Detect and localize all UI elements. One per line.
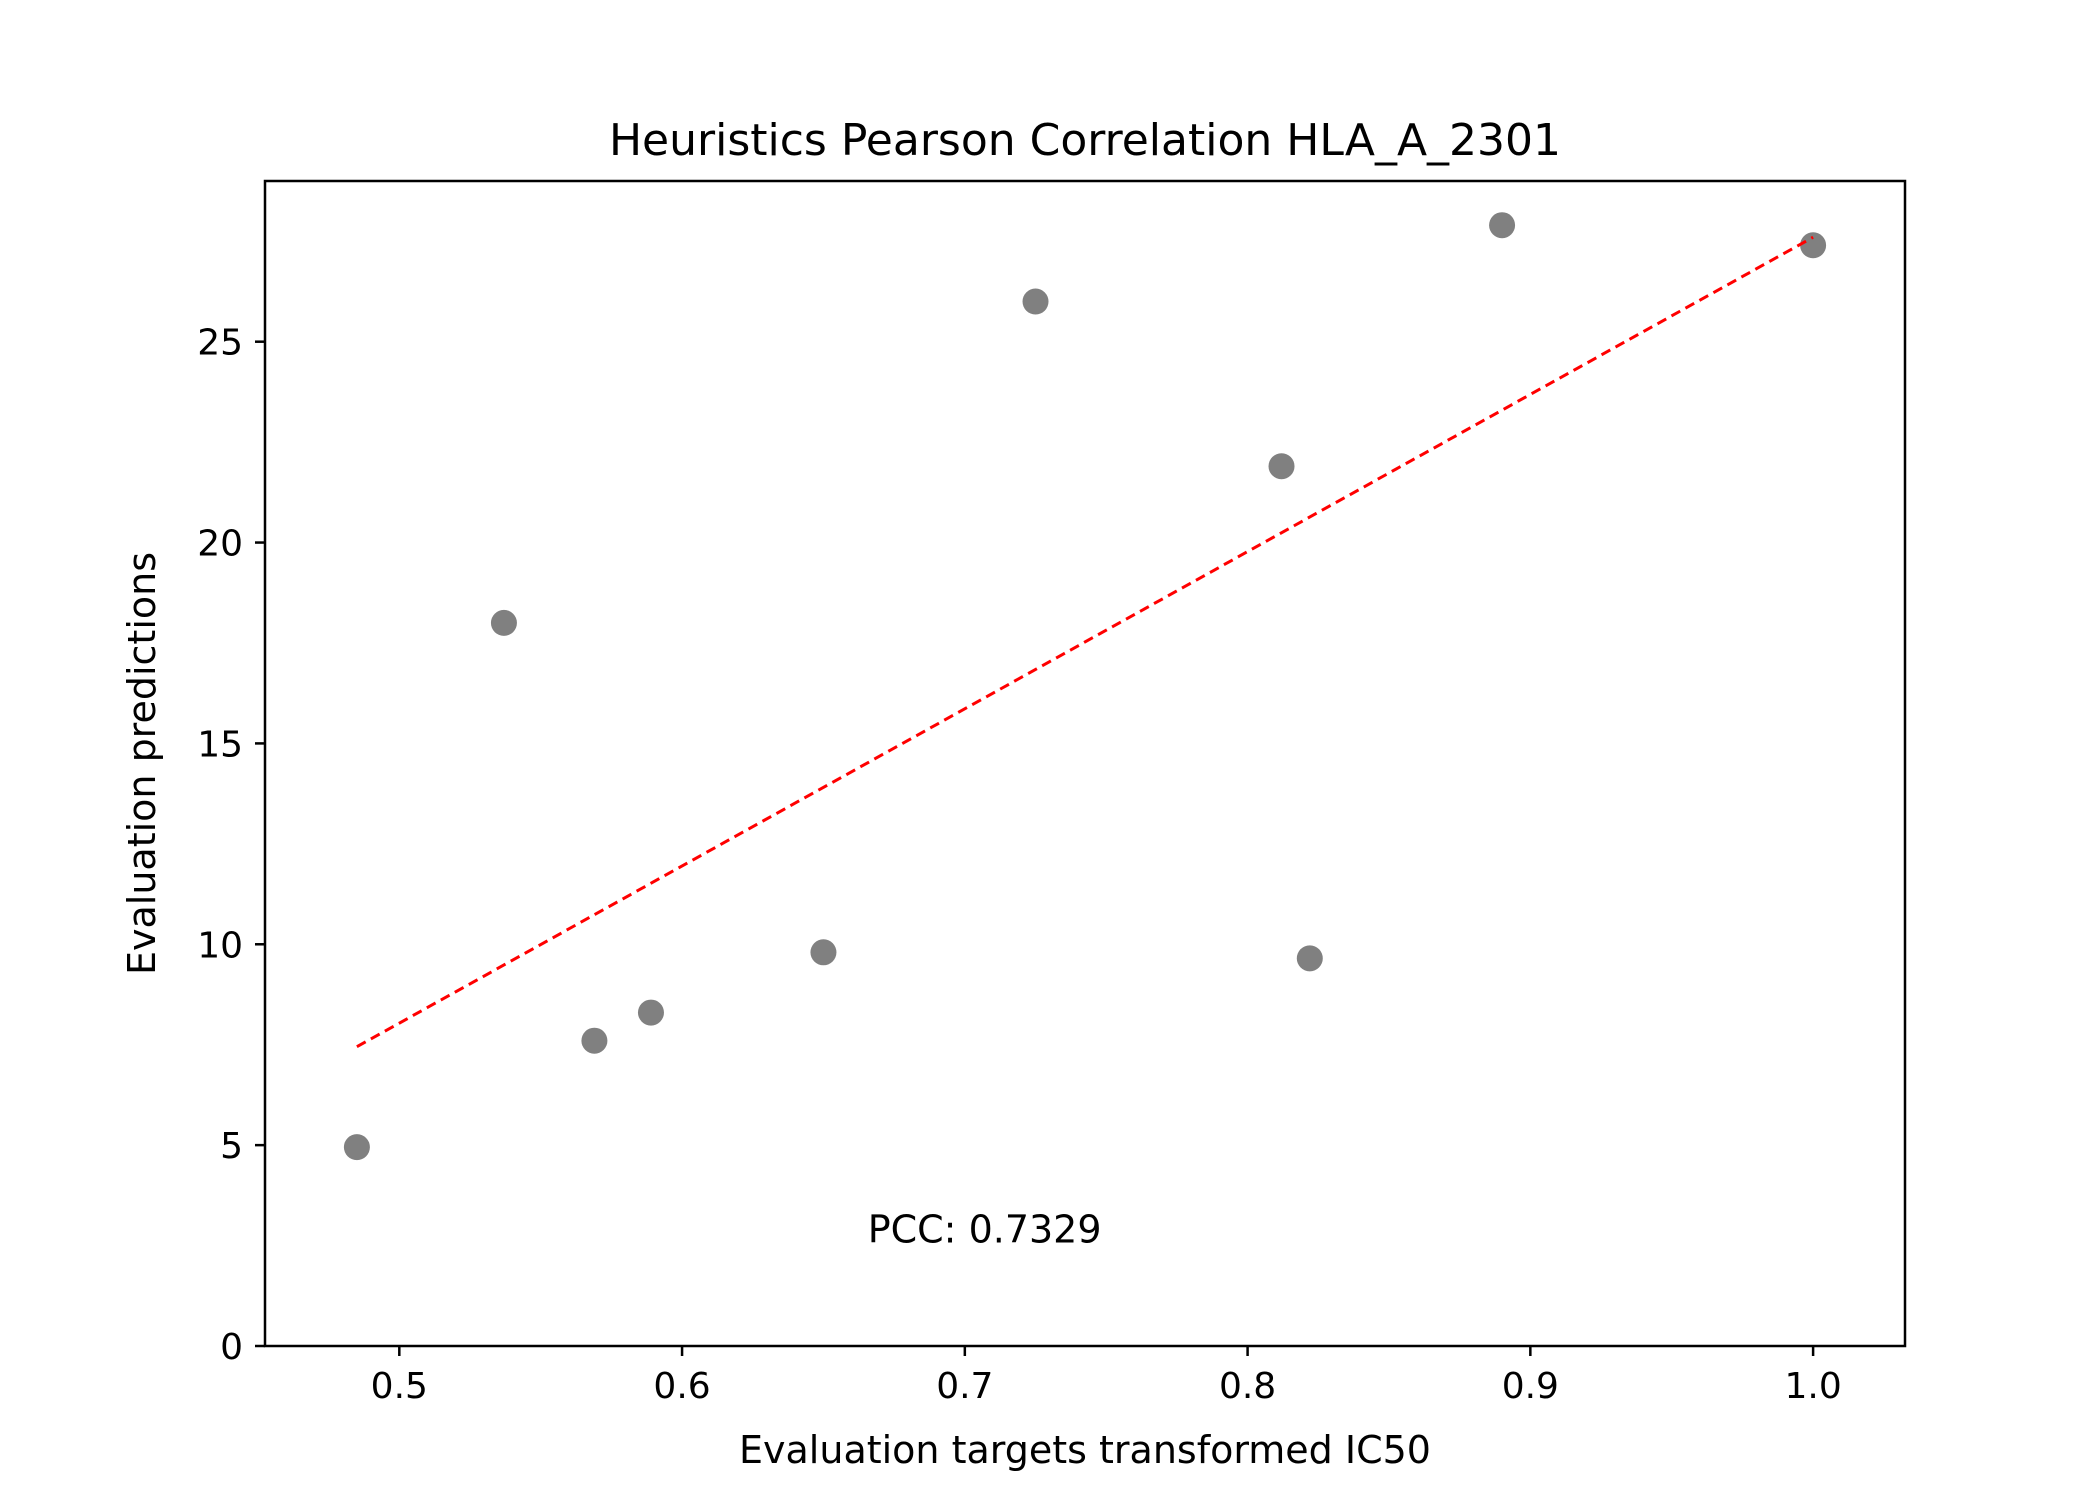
x-tick-label: 0.7 bbox=[936, 1366, 993, 1407]
x-axis-label: Evaluation targets transformed IC50 bbox=[739, 1428, 1431, 1472]
x-tick-label: 0.6 bbox=[653, 1366, 710, 1407]
x-tick-label: 0.5 bbox=[371, 1366, 428, 1407]
regression-fit-line bbox=[356, 235, 1814, 1049]
scatter-point bbox=[1268, 453, 1295, 480]
y-tick-label: 5 bbox=[220, 1126, 243, 1167]
y-axis-label: Evaluation predictions bbox=[120, 552, 164, 975]
scatter-point bbox=[637, 999, 664, 1026]
scatter-point bbox=[1296, 945, 1323, 972]
scatter-point bbox=[343, 1134, 370, 1161]
y-tick-label: 0 bbox=[220, 1327, 243, 1368]
scatter-point bbox=[810, 939, 837, 966]
x-tick-label: 0.9 bbox=[1502, 1366, 1559, 1407]
x-tick-label: 1.0 bbox=[1784, 1366, 1841, 1407]
y-tick-label: 20 bbox=[197, 524, 243, 565]
scatter-point bbox=[1022, 288, 1049, 315]
scatter-point bbox=[581, 1027, 608, 1054]
y-tick-label: 25 bbox=[197, 323, 243, 364]
x-tick-label: 0.8 bbox=[1219, 1366, 1276, 1407]
chart-title: Heuristics Pearson Correlation HLA_A_230… bbox=[609, 115, 1561, 166]
pcc-annotation: PCC: 0.7329 bbox=[868, 1208, 1102, 1252]
y-tick-label: 10 bbox=[197, 925, 243, 966]
y-tick-label: 15 bbox=[197, 724, 243, 765]
scatter-point bbox=[1800, 232, 1827, 259]
scatter-point bbox=[1489, 212, 1516, 239]
scatter-point bbox=[490, 609, 517, 636]
plot-area bbox=[343, 212, 1827, 1161]
plot-frame bbox=[263, 179, 1907, 1348]
